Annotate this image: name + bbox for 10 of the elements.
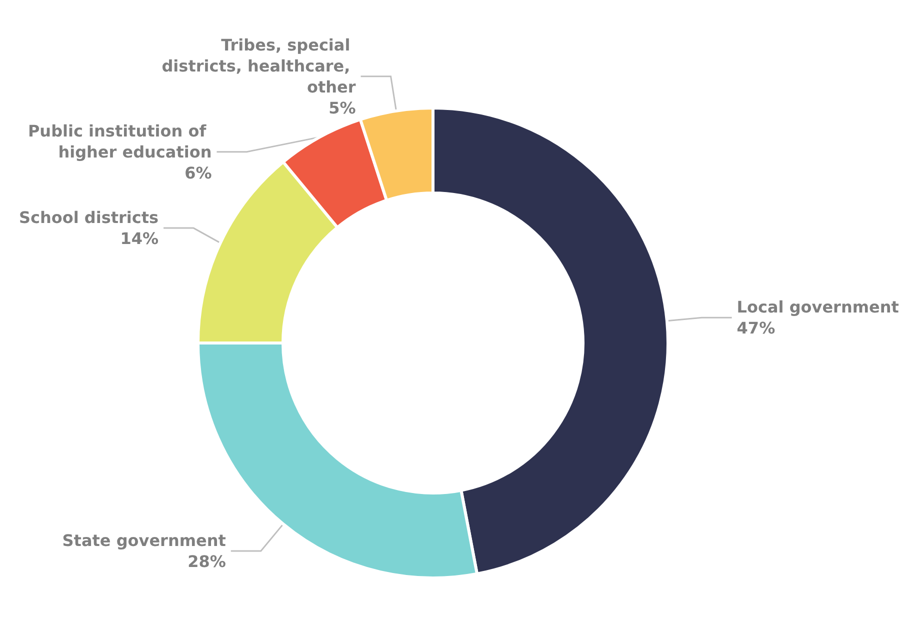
data-label: 14% (120, 229, 159, 248)
data-label: 28% (188, 552, 226, 572)
slice-label: State government (62, 531, 226, 550)
data-label: 6% (184, 163, 212, 182)
slice-label: School districts (18, 208, 159, 228)
data-label: 47% (736, 318, 776, 338)
slice-label: Public institution of higher education (28, 121, 212, 162)
slice-label: Tribes, special districts, healthcare, other (162, 35, 356, 96)
data-label: 5% (328, 98, 356, 118)
slice-label: Local government (736, 298, 900, 317)
